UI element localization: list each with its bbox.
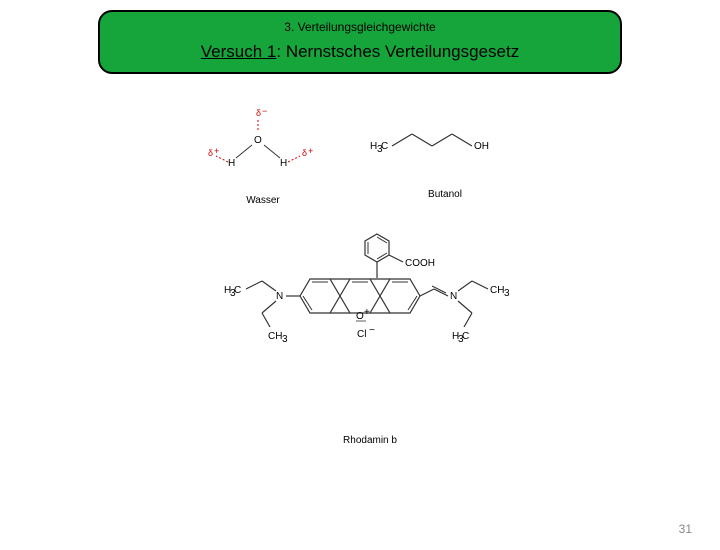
svg-text:−: − [262, 106, 267, 116]
main-title: Versuch 1: Nernstsches Verteilungsgesetz [100, 42, 620, 62]
svg-text:+: + [214, 146, 219, 156]
svg-text:3: 3 [504, 288, 510, 299]
svg-text:δ: δ [208, 148, 213, 158]
page-number: 31 [679, 522, 692, 536]
svg-text:+: + [364, 307, 370, 318]
water-structure-icon: δ − O H H δ+ δ+ [208, 106, 318, 186]
title-prefix: Versuch 1 [201, 42, 277, 61]
svg-text:N: N [450, 291, 457, 302]
svg-text:CH: CH [268, 331, 282, 342]
svg-text:H: H [280, 158, 287, 169]
butanol-label: Butanol [370, 189, 520, 200]
svg-text:O: O [356, 311, 364, 322]
butanol-molecule: H 3 C OH Butanol [370, 124, 520, 200]
svg-text:OH: OH [474, 141, 489, 152]
rhodamin-label: Rhodamin b [220, 435, 520, 446]
rhodamin-structure-icon: COOH [220, 224, 520, 424]
butanol-structure-icon: H 3 C OH [370, 124, 520, 174]
water-molecule: δ − O H H δ+ δ+ Wasser [208, 106, 318, 206]
svg-text:CH: CH [490, 285, 504, 296]
svg-text:3: 3 [282, 334, 288, 345]
svg-text:δ: δ [302, 148, 307, 158]
rhodamin-molecule: COOH [220, 224, 520, 446]
water-label: Wasser [208, 195, 318, 206]
svg-text:C: C [234, 285, 241, 296]
svg-text:H: H [228, 158, 235, 169]
title-rest: : Nernstsches Verteilungsgesetz [276, 42, 519, 61]
svg-text:C: C [462, 331, 469, 342]
svg-text:+: + [308, 146, 313, 156]
svg-text:−: − [369, 325, 375, 336]
section-title: 3. Verteilungsgleichgewichte [100, 20, 620, 34]
svg-text:N: N [276, 291, 283, 302]
delta-minus: δ [256, 108, 261, 118]
svg-text:Cl: Cl [357, 329, 366, 340]
content-area: δ − O H H δ+ δ+ Wasser H 3 C [0, 74, 720, 494]
svg-text:O: O [254, 135, 262, 146]
svg-text:C: C [381, 141, 388, 152]
svg-text:COOH: COOH [405, 258, 435, 269]
header-box: 3. Verteilungsgleichgewichte Versuch 1: … [98, 10, 622, 74]
